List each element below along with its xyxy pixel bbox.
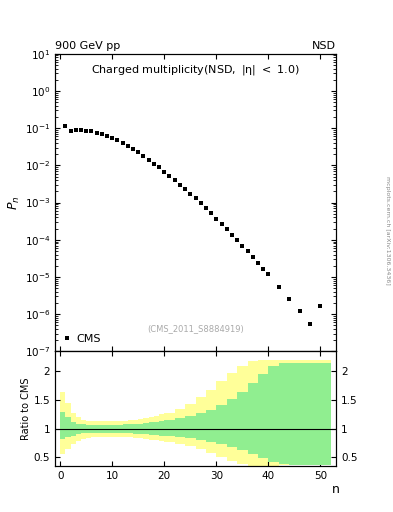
Text: mcplots.cern.ch [arXiv:1306.3436]: mcplots.cern.ch [arXiv:1306.3436] bbox=[385, 176, 389, 285]
Text: 900 GeV pp: 900 GeV pp bbox=[55, 41, 120, 51]
Y-axis label: $P_n$: $P_n$ bbox=[7, 196, 22, 210]
Text: (CMS_2011_S8884919): (CMS_2011_S8884919) bbox=[147, 325, 244, 334]
Legend: CMS: CMS bbox=[61, 331, 103, 346]
Text: NSD: NSD bbox=[312, 41, 336, 51]
X-axis label: n: n bbox=[332, 483, 340, 496]
Y-axis label: Ratio to CMS: Ratio to CMS bbox=[21, 377, 31, 440]
Text: Charged multiplicity$\mathsf{(NSD,\ |\eta|\ <\ 1.0)}$: Charged multiplicity$\mathsf{(NSD,\ |\et… bbox=[91, 62, 300, 77]
